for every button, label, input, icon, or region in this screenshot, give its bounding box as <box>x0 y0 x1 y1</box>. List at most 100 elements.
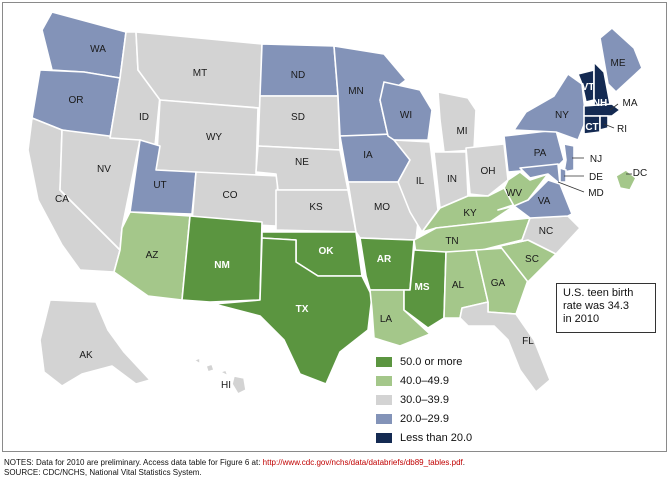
callout-line-2: rate was 34.3 <box>563 300 630 312</box>
label-AZ: AZ <box>146 250 159 261</box>
legend-item: 20.0–29.9 <box>376 409 472 428</box>
label-OK: OK <box>319 246 335 257</box>
legend-label: Less than 20.0 <box>400 431 473 444</box>
callout-line-1: U.S. teen birth <box>563 287 634 299</box>
label-AR: AR <box>377 254 392 265</box>
leader-lines <box>557 103 632 193</box>
label-CA: CA <box>55 194 69 205</box>
label-OH: OH <box>481 166 496 177</box>
label-WI: WI <box>400 110 412 121</box>
legend-label: 20.0–29.9 <box>400 412 449 425</box>
legend: 50.0 or more 40.0–49.9 30.0–39.9 20.0–29… <box>376 352 472 447</box>
footnotes: NOTES: Data for 2010 are preliminary. Ac… <box>4 458 465 478</box>
label-MS: MS <box>415 282 430 293</box>
label-IN: IN <box>447 174 457 185</box>
label-CT: CT <box>585 122 598 133</box>
label-DE: DE <box>589 172 603 183</box>
us-map: WA OR CA NV ID MT WY UT AZ CO NM ND SD N… <box>27 11 647 395</box>
label-NJ: NJ <box>590 154 602 165</box>
label-MT: MT <box>193 68 207 79</box>
label-SD: SD <box>291 112 305 123</box>
state-VT[interactable] <box>577 69 595 103</box>
label-NY: NY <box>555 110 569 121</box>
state-RI[interactable] <box>599 115 609 131</box>
state-AK[interactable] <box>39 299 151 387</box>
label-LA: LA <box>380 314 393 325</box>
label-GA: GA <box>491 278 506 289</box>
state-HI[interactable] <box>193 357 247 395</box>
state-DE[interactable] <box>559 167 567 183</box>
legend-label: 50.0 or more <box>400 355 463 368</box>
label-TN: TN <box>445 236 458 247</box>
label-TX: TX <box>296 304 309 315</box>
notes-line: NOTES: Data for 2010 are preliminary. Ac… <box>4 458 465 468</box>
label-OR: OR <box>69 95 84 106</box>
legend-item: 50.0 or more <box>376 352 472 371</box>
label-VT: VT <box>582 82 595 93</box>
data-table-link[interactable]: http://www.cdc.gov/nchs/data/databriefs/… <box>262 458 463 467</box>
legend-item: 40.0–49.9 <box>376 371 472 390</box>
label-SC: SC <box>525 254 539 265</box>
label-ND: ND <box>291 70 305 81</box>
legend-swatch <box>376 356 392 367</box>
label-WV: WV <box>506 188 522 199</box>
state-FL[interactable] <box>459 301 551 393</box>
state-MD[interactable] <box>519 163 561 185</box>
state-NJ[interactable] <box>563 143 575 173</box>
legend-item: Less than 20.0 <box>376 428 472 447</box>
state-OH[interactable] <box>465 143 509 197</box>
legend-swatch <box>376 394 392 405</box>
source-line: SOURCE: CDC/NCHS, National Vital Statist… <box>4 468 202 477</box>
state-CT[interactable] <box>583 115 601 135</box>
state-WI[interactable] <box>379 81 433 141</box>
state-WA[interactable] <box>41 11 127 79</box>
legend-item: 30.0–39.9 <box>376 390 472 409</box>
label-MA: MA <box>623 98 638 109</box>
label-NC: NC <box>539 226 553 237</box>
legend-swatch <box>376 375 392 386</box>
label-HI: HI <box>221 380 231 391</box>
label-WA: WA <box>90 44 106 55</box>
label-MN: MN <box>348 86 364 97</box>
state-VA[interactable] <box>497 179 573 219</box>
state-ME[interactable] <box>599 27 643 93</box>
label-MD: MD <box>588 188 604 199</box>
notes-period: . <box>462 458 465 467</box>
label-VA: VA <box>538 196 551 207</box>
label-KY: KY <box>463 208 477 219</box>
label-NH: NH <box>593 98 607 109</box>
label-IA: IA <box>363 150 373 161</box>
label-PA: PA <box>534 148 547 159</box>
label-IL: IL <box>416 176 425 187</box>
label-FL: FL <box>522 336 534 347</box>
state-MA[interactable] <box>583 103 621 117</box>
label-AL: AL <box>452 280 465 291</box>
notes-text: NOTES: Data for 2010 are preliminary. Ac… <box>4 458 263 467</box>
state-WV[interactable] <box>503 171 549 207</box>
state-NM[interactable] <box>181 215 263 303</box>
label-DC: DC <box>633 168 647 179</box>
label-MO: MO <box>374 202 390 213</box>
state-TX[interactable] <box>213 237 373 385</box>
label-NV: NV <box>97 164 111 175</box>
state-IL[interactable] <box>393 139 439 233</box>
legend-swatch <box>376 432 392 443</box>
state-MI[interactable] <box>437 91 477 153</box>
label-ME: ME <box>611 58 626 69</box>
label-ID: ID <box>139 112 149 123</box>
state-NY[interactable] <box>513 73 587 141</box>
label-MI: MI <box>456 126 467 137</box>
national-rate-callout: U.S. teen birth rate was 34.3 in 2010 <box>556 283 656 333</box>
label-RI: RI <box>617 124 627 135</box>
label-KS: KS <box>309 202 323 213</box>
label-UT: UT <box>153 180 166 191</box>
callout-line-3: in 2010 <box>563 313 600 325</box>
legend-label: 40.0–49.9 <box>400 374 449 387</box>
label-AK: AK <box>79 350 93 361</box>
label-WY: WY <box>206 132 222 143</box>
state-SD[interactable] <box>257 95 341 151</box>
state-DC[interactable] <box>615 169 637 191</box>
legend-swatch <box>376 413 392 424</box>
legend-label: 30.0–39.9 <box>400 393 449 406</box>
label-NM: NM <box>214 260 230 271</box>
